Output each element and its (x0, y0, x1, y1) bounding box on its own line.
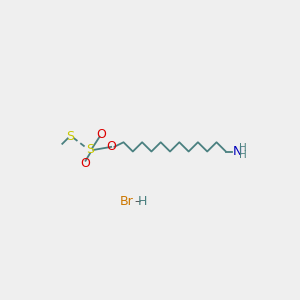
Text: H: H (137, 195, 147, 208)
Text: S: S (66, 130, 74, 142)
Text: O: O (96, 128, 106, 141)
Text: O: O (81, 157, 91, 169)
Text: –: – (134, 195, 141, 208)
Text: N: N (233, 145, 242, 158)
Text: Br: Br (120, 195, 134, 208)
Text: O: O (106, 140, 116, 153)
Text: H: H (239, 150, 247, 160)
Text: H: H (239, 143, 247, 153)
Text: S: S (86, 143, 94, 157)
